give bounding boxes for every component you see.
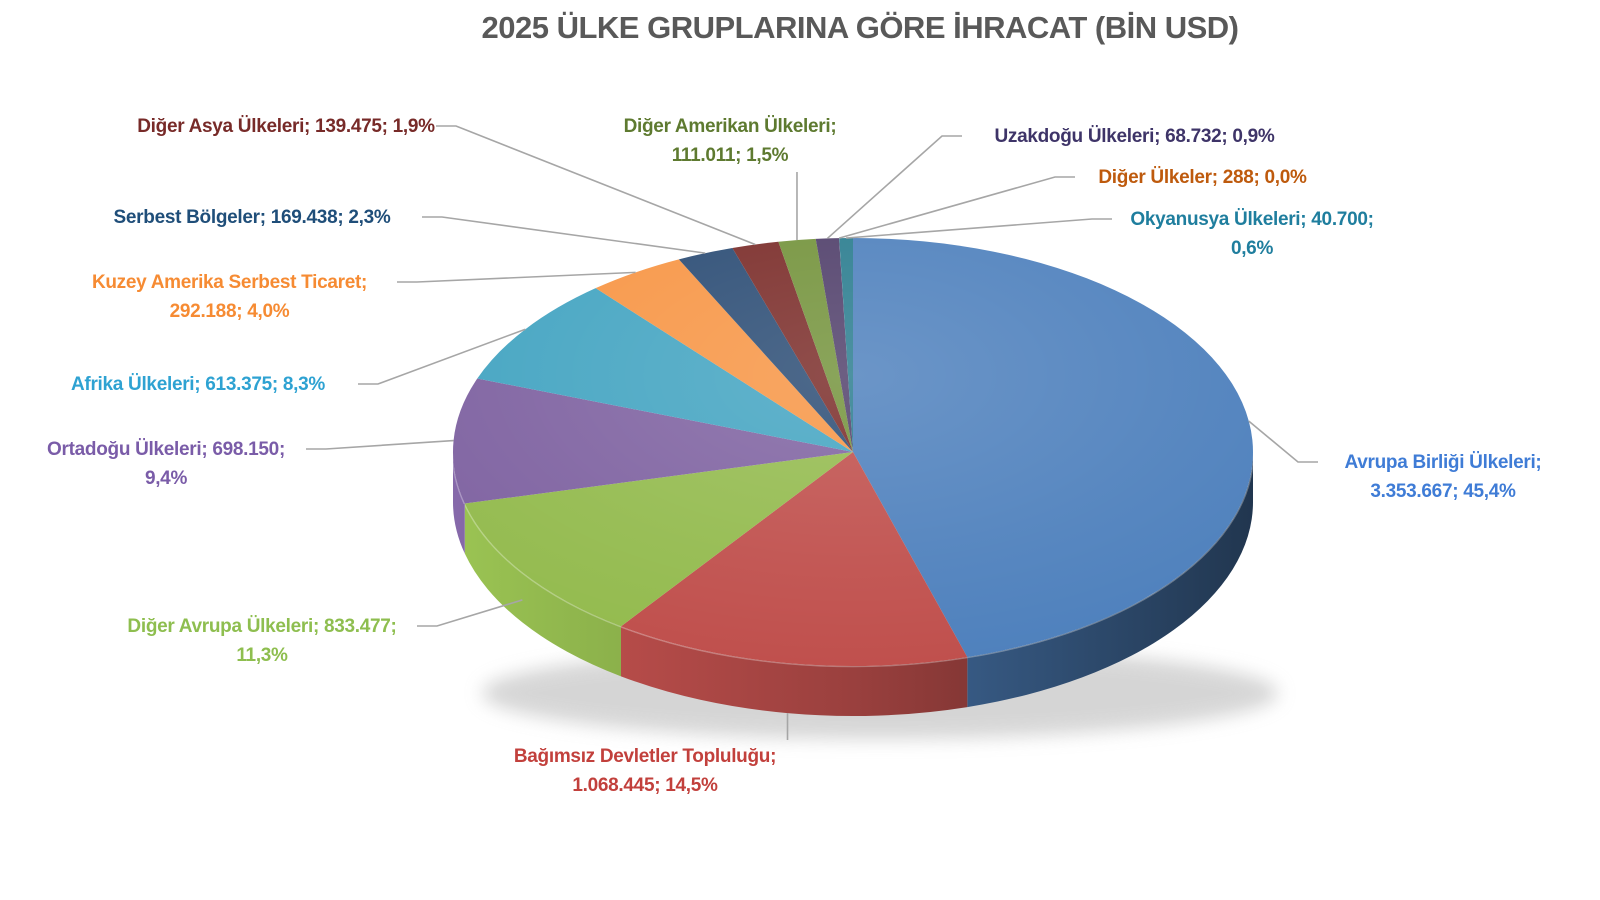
leader-line-serbest <box>422 216 706 254</box>
leader-line-okyanusya <box>846 218 1112 239</box>
slice-label-serbest: Serbest Bölgeler; 169.438; 2,3% <box>113 207 391 228</box>
leader-line-afrika <box>358 328 526 385</box>
slice-label-avrupa-birligi: Avrupa Birliği Ülkeleri; 3.353.667; 45,4… <box>1344 452 1542 502</box>
slice-label-kuzey-amerika: Kuzey Amerika Serbest Ticaret; 292.188; … <box>91 272 368 322</box>
leader-line-ortadogu <box>306 439 454 450</box>
chart-title: 2025 ÜLKE GRUPLARINA GÖRE İHRACAT (BİN U… <box>481 10 1240 45</box>
slice-label-okyanusya: Okyanusya Ülkeleri; 40.700; 0,6% <box>1130 209 1374 259</box>
pie-glow-overlay <box>453 238 1253 666</box>
leader-line-avrupa-birligi <box>1248 420 1318 463</box>
pie-rim-diger-avrupa <box>464 503 621 677</box>
pie-rim-ortadogu <box>453 452 465 554</box>
slice-label-uzakdogu: Uzakdoğu Ülkeleri; 68.732; 0,9% <box>994 126 1275 147</box>
leader-line-uzakdogu <box>826 135 962 240</box>
slice-label-diger-avrupa: Diğer Avrupa Ülkeleri; 833.477; 11,3% <box>127 616 397 666</box>
pie-rim-avrupa-birligi <box>967 452 1253 708</box>
leader-line-diger-avrupa <box>417 599 523 627</box>
slice-label-afrika: Afrika Ülkeleri; 613.375; 8,3% <box>71 374 325 395</box>
slice-label-diger-ulkeler: Diğer Ülkeler; 288; 0,0% <box>1098 167 1307 188</box>
pie-rim-bagimsiz <box>620 626 968 716</box>
slice-label-diger-amerikan: Diğer Amerikan Ülkeleri; 111.011; 1,5% <box>623 116 837 166</box>
leader-line-kuzey-amerika <box>397 271 636 283</box>
slice-label-diger-asya: Diğer Asya Ülkeleri; 139.475; 1,9% <box>137 116 435 137</box>
leader-line-diger-ulkeler <box>838 176 1075 239</box>
leader-line-diger-asya <box>436 125 756 246</box>
slice-label-ortadogu: Ortadoğu Ülkeleri; 698.150; 9,4% <box>47 439 285 489</box>
slice-label-bagimsiz: Bağımsız Devletler Topluluğu; 1.068.445;… <box>513 746 777 796</box>
